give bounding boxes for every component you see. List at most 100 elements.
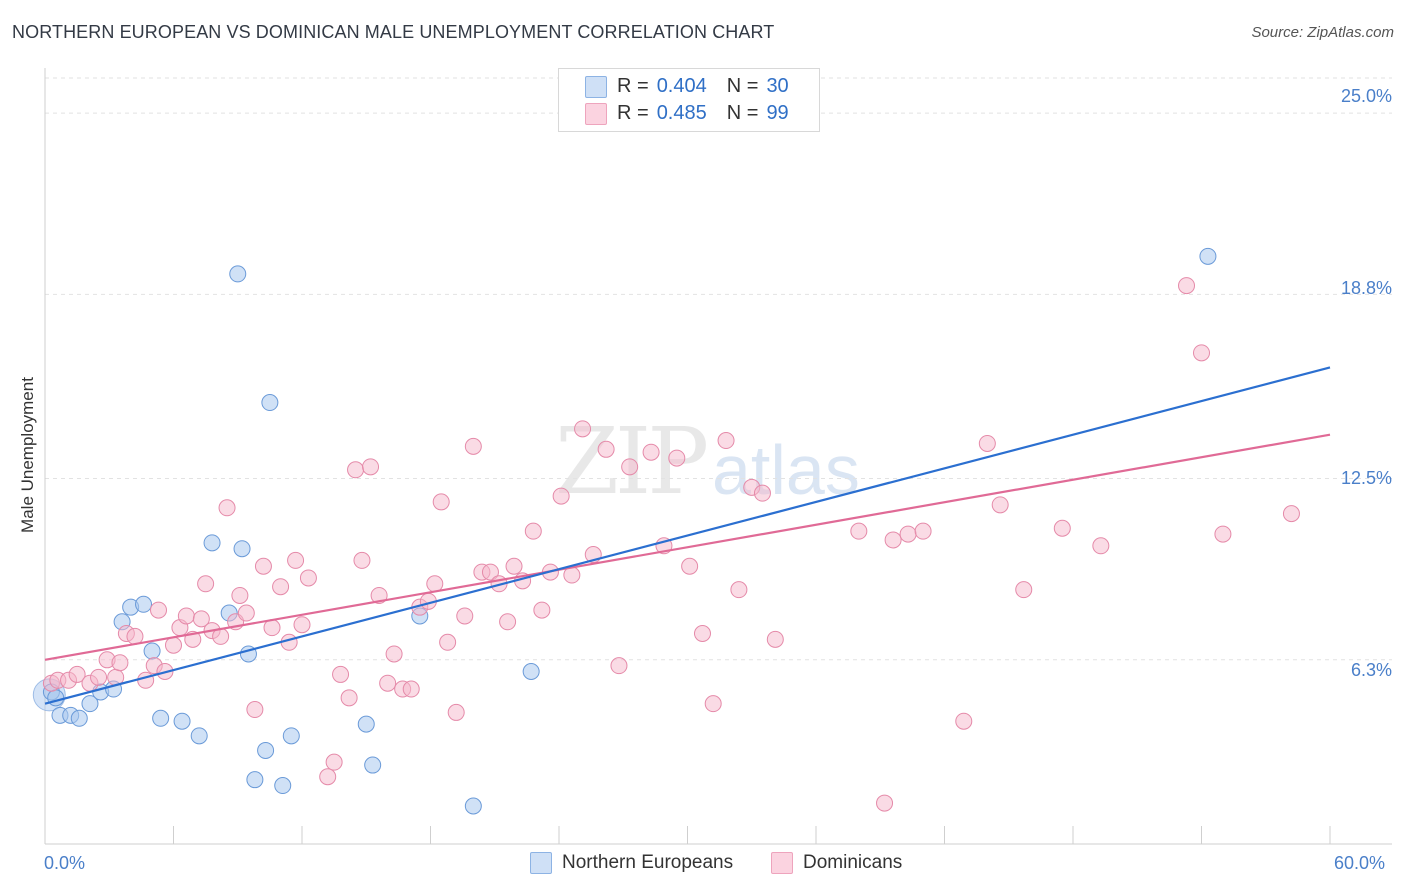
data-point-dominicans [899,525,917,543]
legend-swatch-pink [585,102,607,125]
data-point-dominicans [1015,581,1033,599]
data-point-dominicans [481,563,499,581]
data-point-dominicans [325,753,343,771]
data-point-dominicans [254,557,272,575]
data-point-dominicans [978,434,996,452]
y-tick-label: 12.5% [1340,468,1392,488]
data-point-dominicans [574,420,592,438]
data-point-northern-europeans [203,534,221,552]
data-point-dominicans [385,645,403,663]
data-point-dominicans [456,607,474,625]
data-point-dominicans [246,701,264,719]
data-point-dominicans [717,432,735,450]
data-point-northern-europeans [233,540,251,558]
data-point-dominicans [231,586,249,604]
data-point-northern-europeans [1199,247,1217,265]
legend-label: Northern Europeans [562,852,734,873]
data-point-dominicans [610,657,628,675]
data-point-dominicans [177,607,195,625]
data-point-dominicans [402,680,420,698]
data-point-dominicans [111,654,129,672]
data-point-northern-europeans [257,741,275,759]
data-point-northern-europeans [364,756,382,774]
data-point-northern-europeans [282,727,300,745]
data-point-dominicans [552,487,570,505]
data-point-dominicans [299,569,317,587]
legend-swatch-blue [530,852,552,874]
data-point-dominicans [642,443,660,461]
data-point-dominicans [137,671,155,689]
data-point-dominicans [272,578,290,596]
data-point-dominicans [1053,519,1071,537]
data-point-northern-europeans [143,642,161,660]
data-point-dominicans [1214,525,1232,543]
data-point-dominicans [432,493,450,511]
data-point-dominicans [447,703,465,721]
data-point-northern-europeans [261,394,279,412]
data-point-dominicans [237,604,255,622]
y-tick-label: 18.8% [1340,278,1392,298]
legend-n-label: N = [726,75,759,97]
data-point-dominicans [379,674,397,692]
data-point-dominicans [293,616,311,634]
series-legend: Northern Europeans Dominicans [0,852,1406,876]
x-tick-label-max: 60.0% [1334,853,1386,873]
data-point-northern-europeans [357,715,375,733]
correlation-legend: R = 0.404 N = 30 R = 0.485 N = 99 [558,68,820,132]
data-point-dominicans [753,484,771,502]
legend-n-value: 99 [766,102,789,124]
data-point-northern-europeans [229,265,247,283]
legend-n-label: N = [726,102,759,124]
data-point-dominicans [730,581,748,599]
data-point-dominicans [340,689,358,707]
data-point-dominicans [991,496,1009,514]
data-point-dominicans [332,665,350,683]
data-point-dominicans [681,557,699,575]
data-point-dominicans [621,458,639,476]
legend-row-dominicans: R = 0.485 N = 99 [585,102,789,125]
y-tick-label: 25.0% [1340,86,1392,106]
data-point-dominicans [597,440,615,458]
data-point-dominicans [464,437,482,455]
data-point-dominicans [1193,344,1210,362]
y-tick-label: 6.3% [1350,660,1392,680]
x-tick-label-min: 0.0% [44,853,86,873]
data-point-dominicans [68,665,86,683]
data-point-northern-europeans [246,771,264,789]
data-point-dominicans [192,610,210,628]
chart-title: NORTHERN EUROPEAN VS DOMINICAN MALE UNEM… [12,22,775,42]
data-point-dominicans [165,636,182,654]
legend-item-dominicans[interactable]: Dominicans [771,852,902,874]
legend-item-northern-europeans[interactable]: Northern Europeans [530,852,733,874]
data-point-dominicans [693,624,711,642]
data-point-dominicans [766,630,784,648]
y-axis-label: Male Unemployment [18,377,37,533]
data-point-dominicans [955,712,973,730]
legend-swatch-pink [771,852,793,874]
trendline-northern-europeans [44,366,1331,705]
data-point-dominicans [884,531,902,549]
data-point-dominicans [426,575,444,593]
data-point-dominicans [1282,505,1300,523]
data-point-northern-europeans [522,663,540,681]
data-point-northern-europeans [70,709,88,727]
data-point-dominicans [90,668,108,686]
data-point-dominicans [287,551,305,569]
data-point-dominicans [914,522,932,540]
data-point-northern-europeans [173,712,191,730]
data-point-dominicans [347,461,365,479]
data-point-dominicans [876,794,894,812]
data-point-dominicans [1092,537,1110,555]
data-point-dominicans [218,499,236,517]
data-point-northern-europeans [464,797,482,815]
data-point-northern-europeans [81,695,99,713]
data-point-dominicans [353,551,371,569]
data-point-dominicans [362,458,380,476]
data-point-dominicans [319,768,337,786]
data-point-dominicans [150,601,168,619]
legend-label: Dominicans [803,852,903,873]
data-point-northern-europeans [274,777,292,795]
data-point-dominicans [533,601,551,619]
data-point-dominicans [524,522,542,540]
